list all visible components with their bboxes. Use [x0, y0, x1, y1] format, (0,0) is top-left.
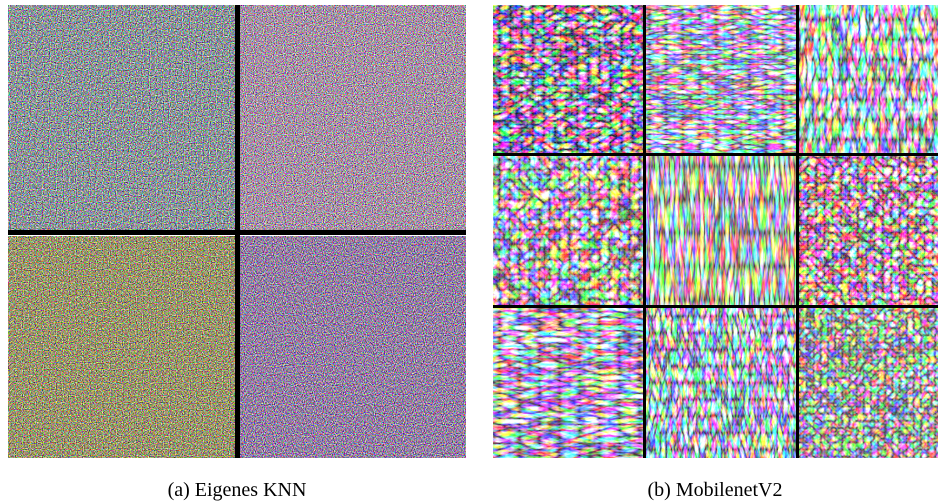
separator [643, 5, 646, 458]
visualization-tile [493, 5, 643, 153]
visualization-tile [646, 156, 796, 305]
visualization-tile [646, 308, 796, 458]
visualization-tile [799, 308, 938, 458]
visualization-tile [799, 5, 938, 153]
visualization-tile [799, 156, 938, 305]
subfigure-caption: (b) MobilenetV2 [648, 479, 783, 501]
visualization-tile [8, 236, 236, 458]
visualization-tile [493, 156, 643, 305]
separator [493, 305, 938, 308]
page: (a) Eigenes KNN (b) MobilenetV2 (() => {… [0, 0, 938, 504]
visualization-tile [240, 236, 466, 458]
figure: (a) Eigenes KNN (b) MobilenetV2 [0, 0, 938, 504]
separator [796, 5, 799, 458]
visualization-tile [646, 5, 796, 153]
panel-b [493, 5, 938, 458]
visualization-tile [240, 5, 466, 232]
panel-a [8, 5, 466, 458]
visualization-tile [493, 308, 643, 458]
subfigure-caption: (a) Eigenes KNN [168, 479, 307, 501]
separator [493, 153, 938, 156]
visualization-tile [8, 5, 236, 232]
separator [8, 230, 466, 235]
